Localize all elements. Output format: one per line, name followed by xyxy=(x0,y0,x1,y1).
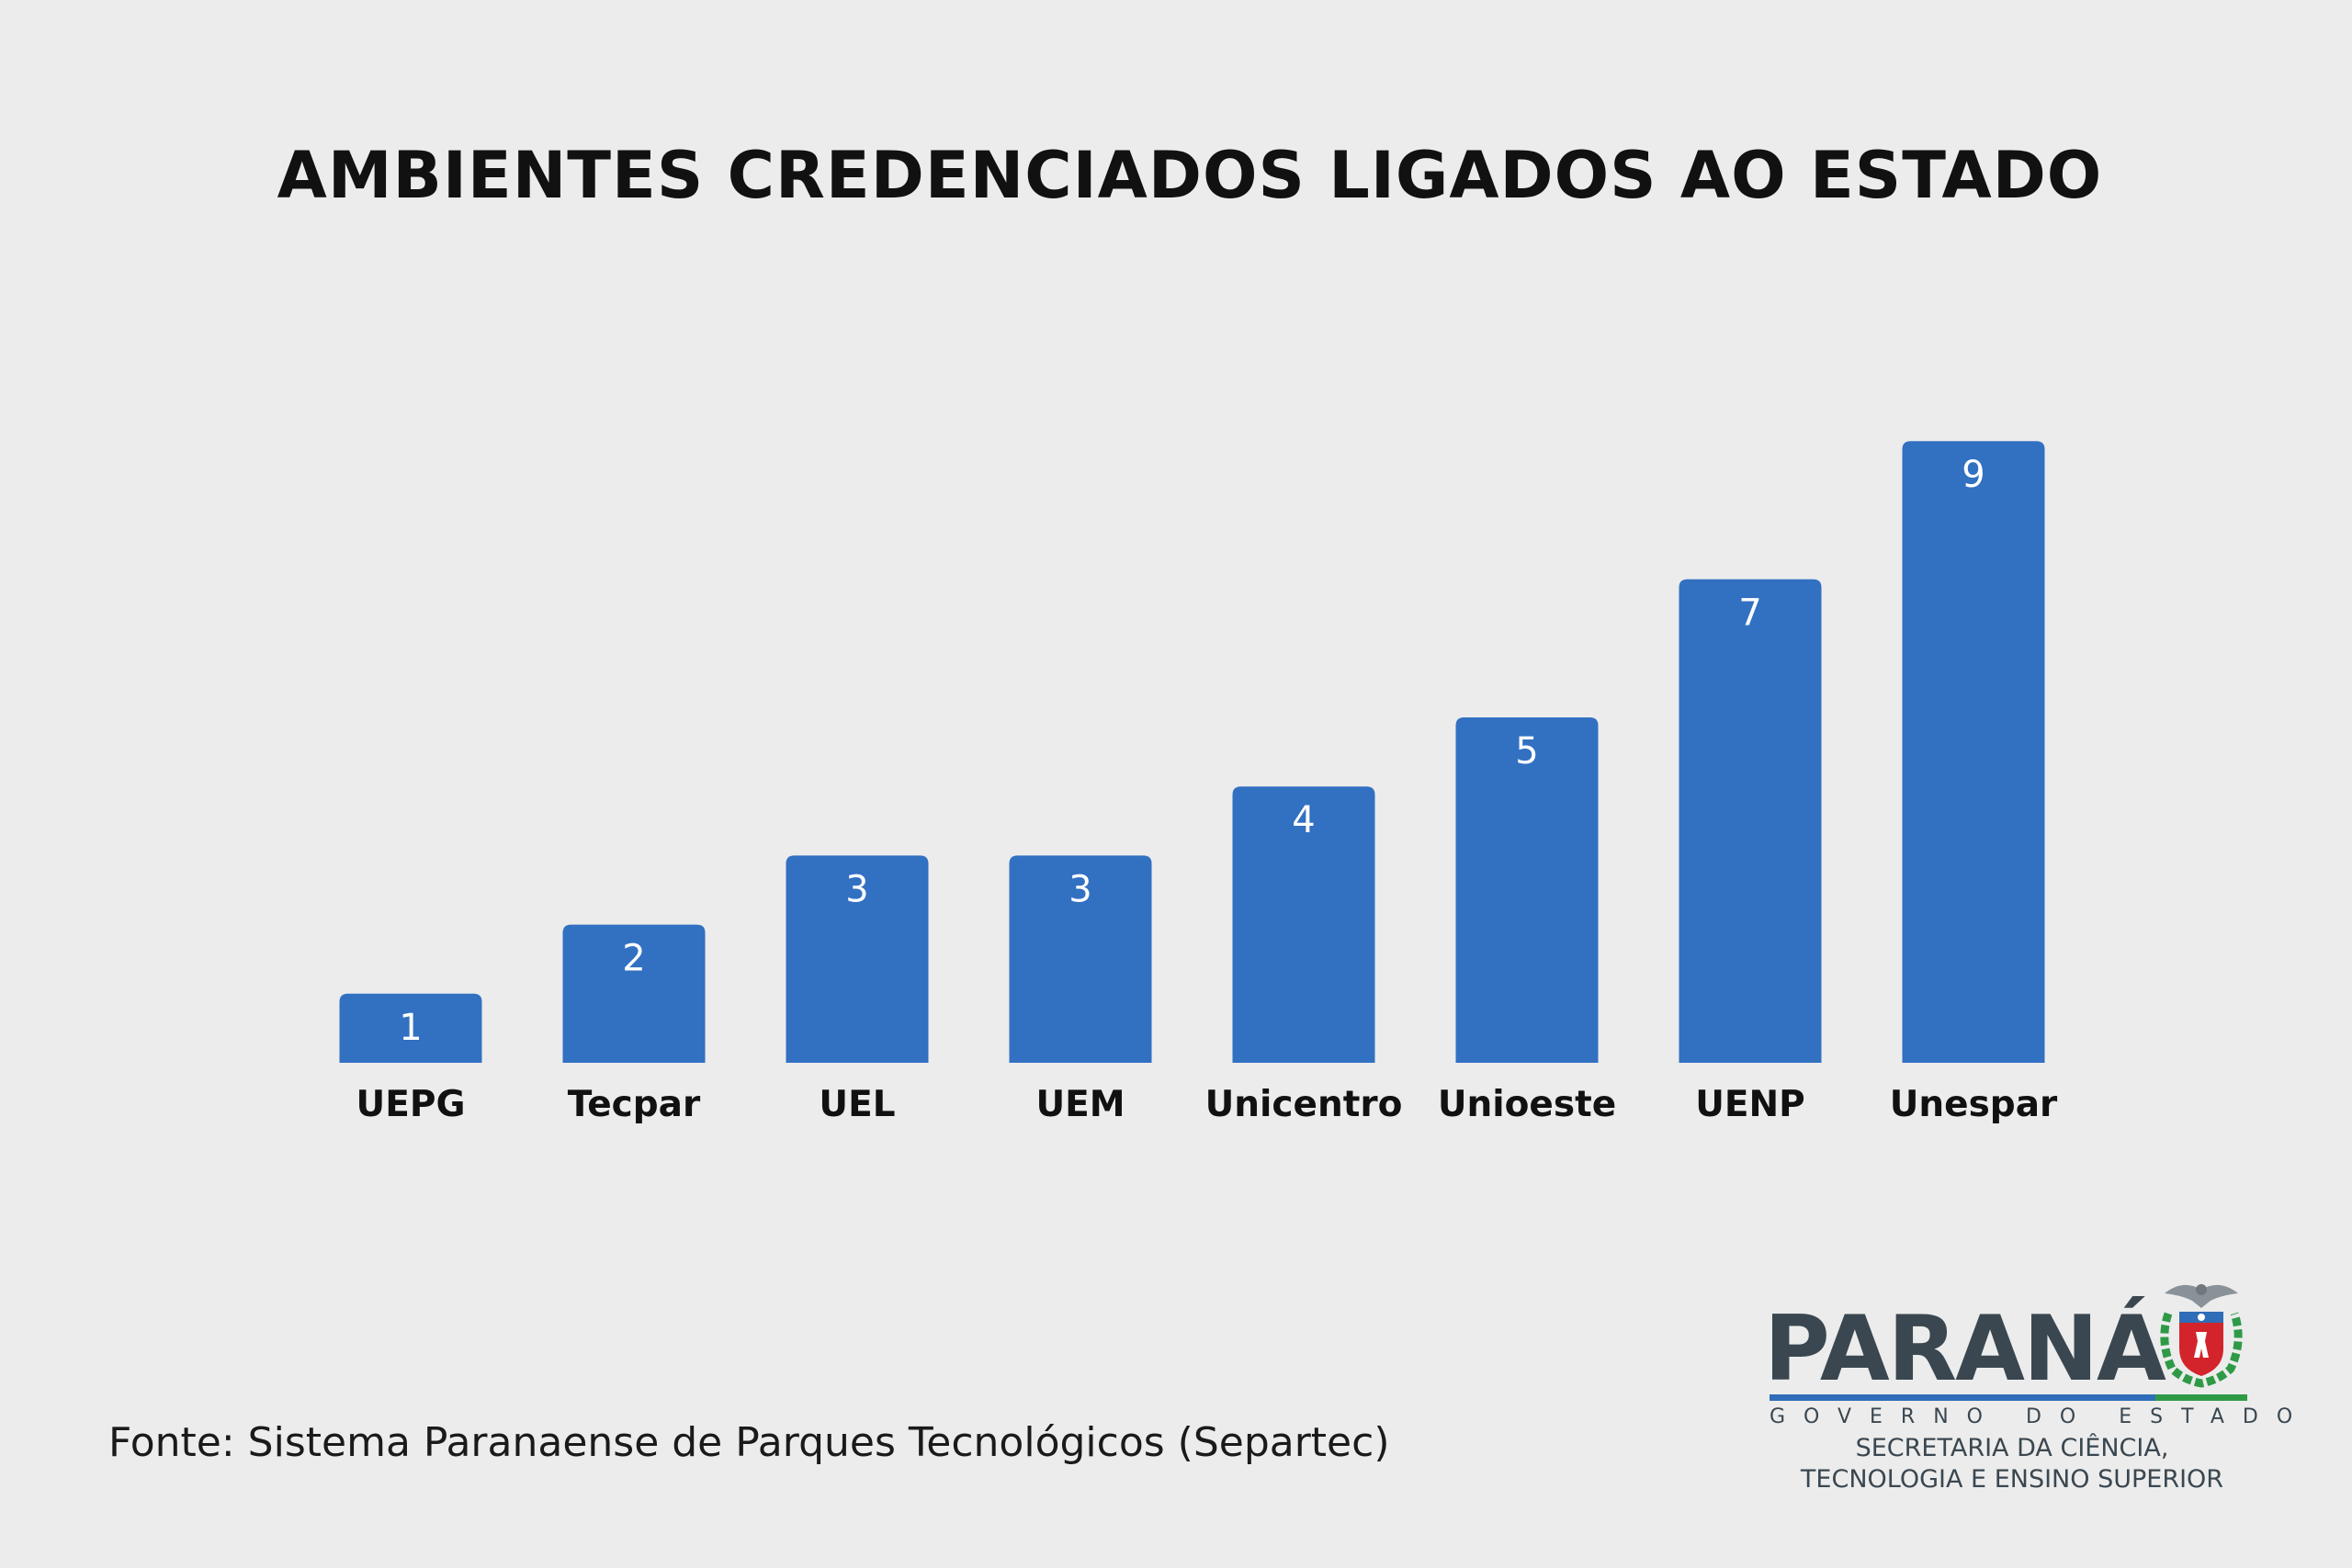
bar-tecpar xyxy=(562,924,706,1063)
logo-secretariat: SECRETARIA DA CIÊNCIA, TECNOLOGIA E ENSI… xyxy=(1764,1433,2260,1495)
parana-coat-of-arms-icon xyxy=(2160,1284,2243,1388)
logo-secretariat-line-2: TECNOLOGIA E ENSINO SUPERIOR xyxy=(1800,1465,2224,1494)
value-label-unespar: 9 xyxy=(1962,454,1984,496)
category-label-uepg: UEPG xyxy=(356,1084,466,1125)
value-label-uepg: 1 xyxy=(399,1007,422,1049)
value-label-uel: 3 xyxy=(845,868,868,910)
bar-unespar xyxy=(1902,441,2045,1063)
bar-unicentro xyxy=(1232,786,1375,1063)
parana-government-logo: PARANÁ GOVERNO DO ESTADO SECRETARIA DA C… xyxy=(1764,1277,2312,1516)
category-label-unioeste: Unioeste xyxy=(1438,1084,1616,1125)
value-label-uem: 3 xyxy=(1069,868,1091,910)
value-label-tecpar: 2 xyxy=(622,938,645,980)
logo-secretariat-line-1: SECRETARIA DA CIÊNCIA, xyxy=(1855,1434,2169,1462)
bar-unioeste xyxy=(1455,717,1599,1063)
category-label-uel: UEL xyxy=(819,1084,895,1125)
bar-chart: 1 UEPG 2 Tecpar 3 UEL 3 UEM 4 Unicentro 5 Unioeste 7… xyxy=(339,441,2058,1125)
logo-wordmark: PARANÁ xyxy=(1764,1297,2166,1402)
bar-uem xyxy=(1009,855,1152,1063)
logo-blue-stripe xyxy=(1770,1394,2155,1401)
category-label-uenp: UENP xyxy=(1695,1084,1805,1125)
category-label-unicentro: Unicentro xyxy=(1205,1084,1403,1125)
category-label-tecpar: Tecpar xyxy=(568,1084,701,1125)
logo-green-stripe xyxy=(2155,1394,2247,1401)
value-label-unioeste: 5 xyxy=(1515,730,1538,773)
source-note: Fonte: Sistema Paranaense de Parques Tec… xyxy=(108,1419,1390,1466)
bar-uepg xyxy=(339,993,482,1063)
bar-uel xyxy=(786,855,929,1063)
category-label-unespar: Unespar xyxy=(1890,1084,2058,1125)
value-label-unicentro: 4 xyxy=(1292,799,1315,841)
bar-uenp xyxy=(1679,579,1822,1063)
logo-subtitle: GOVERNO DO ESTADO xyxy=(1770,1405,2312,1428)
chart-title: AMBIENTES CREDENCIADOS LIGADOS AO ESTADO xyxy=(277,138,2103,213)
value-label-uenp: 7 xyxy=(1738,592,1761,635)
category-label-uem: UEM xyxy=(1035,1084,1125,1125)
